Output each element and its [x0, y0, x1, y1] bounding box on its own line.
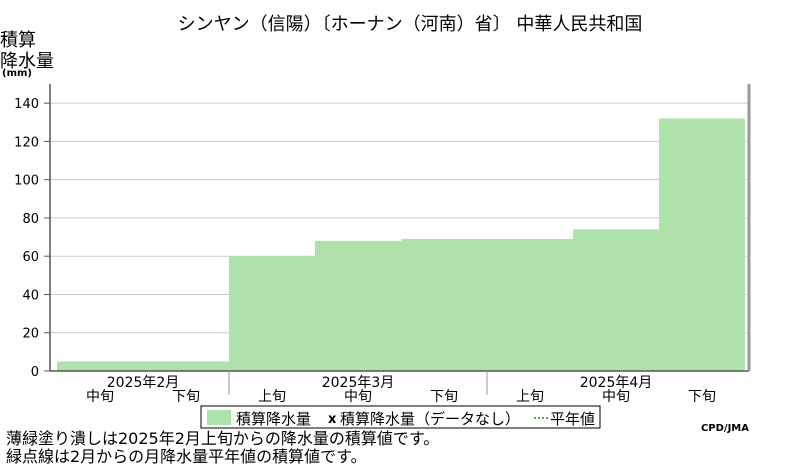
- x-tick-label: 中旬: [86, 389, 114, 405]
- legend-item-3: 平年値: [550, 410, 595, 428]
- legend-swatch-fill: [207, 410, 231, 425]
- x-tick-label: 下旬: [430, 389, 458, 405]
- bar: [487, 238, 573, 371]
- x-tick-label: 中旬: [344, 389, 372, 405]
- x-tick-label: 中旬: [602, 389, 630, 405]
- x-tick-label: 下旬: [172, 389, 200, 405]
- y-tick-label: 20: [22, 327, 39, 342]
- legend-marker-x: x: [328, 412, 337, 427]
- x-tick-label: 上旬: [258, 389, 286, 405]
- footnote-1: 薄緑塗り潰しは2025年2月上旬からの降水量の積算値です。: [6, 429, 440, 448]
- y-tick-label: 100: [14, 174, 39, 189]
- x-month-label: 2025年4月: [580, 375, 653, 391]
- bar: [143, 361, 229, 371]
- x-tick-label: 下旬: [688, 389, 716, 405]
- bar: [401, 238, 487, 371]
- footnote-2: 緑点線は2月からの月降水量平年値の積算値です。: [6, 447, 367, 466]
- y-tick-label: 140: [14, 97, 39, 112]
- x-month-label: 2025年2月: [107, 375, 180, 391]
- plot-frame: [49, 84, 751, 372]
- chart-title: シンヤン（信陽）〔ホーナン（河南）省〕 中華人民共和国: [178, 14, 643, 35]
- bar: [573, 229, 659, 371]
- y-tick-label: 80: [22, 212, 39, 227]
- legend-item-1: 積算降水量: [236, 410, 311, 428]
- bar: [315, 240, 401, 371]
- y-tick-label: 120: [14, 135, 39, 150]
- legend-box: [200, 405, 601, 429]
- credit-label: CPD/JMA: [701, 423, 749, 434]
- footnotes: 薄緑塗り潰しは2025年2月上旬からの降水量の積算値です。 緑点線は2月からの月…: [6, 430, 439, 466]
- y-axis-label-line1: 積算: [0, 30, 36, 51]
- bar: [659, 118, 745, 371]
- bar: [229, 256, 315, 371]
- y-axis-label: 積算 降水量 (mm): [0, 30, 54, 79]
- bars: [57, 118, 745, 371]
- y-axis-label-unit: (mm): [2, 68, 32, 79]
- legend-item-2: 積算降水量（データなし）: [340, 410, 520, 428]
- y-tick-label: 0: [31, 365, 39, 380]
- y-axis-label-line2: 降水量: [0, 51, 54, 72]
- x-month-label: 2025年3月: [322, 375, 395, 391]
- x-tick-label: 上旬: [516, 389, 544, 405]
- y-tick-label: 60: [22, 250, 39, 265]
- legend: 積算降水量 x 積算降水量（データなし） 平年値: [200, 405, 601, 429]
- y-tick-label: 40: [22, 288, 39, 303]
- bar: [57, 361, 143, 371]
- y-axis-ticks: 0 20 40 60 80 100 120 140: [14, 97, 50, 380]
